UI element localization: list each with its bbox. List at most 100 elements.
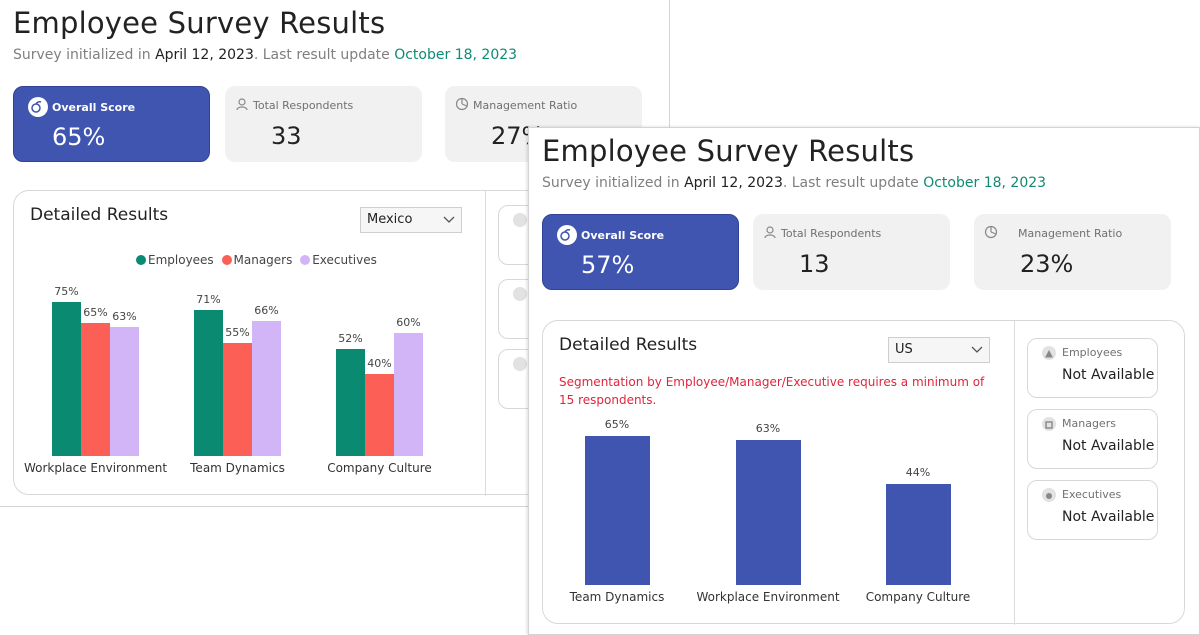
bar-value-label: 71% <box>196 293 221 307</box>
total-respondents-label: Total Respondents <box>781 227 882 240</box>
survey-init-date: April 12, 2023 <box>684 175 783 191</box>
management-ratio-value: 23% <box>1020 250 1074 278</box>
overall-score-card[interactable]: Overall Score 57% <box>542 214 739 290</box>
segment-value: Not Available <box>1062 509 1155 525</box>
segment-card-employees[interactable]: Employees Not Available <box>1027 338 1158 398</box>
grouped-bar-chart: 75% 65% 63% Workplace Environment 71% 55% 66% T… <box>14 191 484 491</box>
bar <box>584 435 650 585</box>
category-label: Company Culture <box>865 590 971 604</box>
person-icon <box>235 96 249 111</box>
dropdown-value: Mexico <box>367 212 413 227</box>
triangle-icon <box>1042 346 1056 360</box>
category-label: Company Culture <box>327 461 432 475</box>
page-title: Employee Survey Results <box>542 134 915 168</box>
country-dropdown[interactable]: Mexico <box>360 207 462 233</box>
last-update-date: October 18, 2023 <box>394 47 518 63</box>
segment-value: Not Available <box>1062 438 1155 454</box>
detailed-results-title: Detailed Results <box>559 335 698 355</box>
bar-value-label: 44% <box>905 465 931 479</box>
bar <box>885 483 951 585</box>
segment-card-managers[interactable]: Managers Not Available <box>1027 409 1158 469</box>
chevron-down-icon <box>443 216 455 223</box>
bar-executives <box>110 326 139 456</box>
overall-score-card[interactable]: Overall Score 65% <box>13 86 210 162</box>
legend-managers[interactable]: Managers <box>221 253 292 267</box>
management-ratio-label: Management Ratio <box>473 99 578 112</box>
bar-value-label: 40% <box>367 357 392 370</box>
survey-init-date: April 12, 2023 <box>155 47 254 63</box>
bar-value-label: 55% <box>225 326 250 340</box>
segment-card-executives[interactable]: Executives Not Available <box>1027 480 1158 540</box>
management-ratio-card[interactable]: Management Ratio 23% <box>974 214 1171 290</box>
legend-dot-managers <box>221 255 232 265</box>
segmentation-warning: Segmentation by Employee/Manager/Executi… <box>559 375 985 407</box>
survey-panel-us: Employee Survey Results Survey initializ… <box>528 127 1200 635</box>
bar-executives <box>394 333 423 456</box>
country-dropdown[interactable]: US <box>888 337 990 363</box>
overall-score-label: Overall Score <box>581 229 665 242</box>
overall-score-value: 57% <box>581 251 635 279</box>
total-respondents-label: Total Respondents <box>253 99 354 112</box>
section-divider <box>485 191 486 496</box>
bar-value-label: 52% <box>338 332 363 346</box>
subtitle-mid: . Last result update <box>782 175 924 191</box>
bar-employees <box>336 349 365 456</box>
segment-title: Executives <box>1062 488 1122 501</box>
bar-value-label: 66% <box>254 303 279 317</box>
section-divider <box>1014 321 1015 625</box>
legend-executives[interactable]: Executives <box>300 253 377 267</box>
category-label: Workplace Environment <box>23 461 168 475</box>
bar-employees <box>194 310 223 456</box>
pie-icon <box>455 96 469 111</box>
square-icon <box>513 287 527 301</box>
detailed-results-title: Detailed Results <box>30 205 169 225</box>
chart-legend: Employees Managers Executives <box>136 253 381 267</box>
legend-dot-executives <box>300 255 311 265</box>
square-icon <box>1042 417 1056 431</box>
segment-title: Employees <box>1062 346 1123 359</box>
bar-value-label: 65% <box>604 417 630 431</box>
total-respondents-value: 33 <box>271 122 302 150</box>
circle-icon <box>513 357 527 371</box>
subtitle-prefix: Survey initialized in <box>542 175 685 191</box>
category-label: Workplace Environment <box>696 590 840 604</box>
bar-value-label: 75% <box>54 285 79 299</box>
page-subtitle: Survey initialized in April 12, 2023. La… <box>542 175 1046 191</box>
total-respondents-value: 13 <box>799 250 830 278</box>
overall-score-label: Overall Score <box>52 101 136 114</box>
detailed-results-box: Detailed Results US Segmentation by Empl… <box>542 320 1185 625</box>
bar-chart: 65% Team Dynamics 63% Workplace Environment… <box>543 321 1013 621</box>
bar-value-label: 60% <box>396 316 421 329</box>
triangle-icon <box>513 213 527 227</box>
page-subtitle: Survey initialized in April 12, 2023. La… <box>13 47 517 63</box>
bar-value-label: 63% <box>112 309 137 323</box>
legend-dot-employees <box>136 255 146 265</box>
bar-value-label: 65% <box>83 305 108 319</box>
legend-label: Employees <box>148 253 214 267</box>
bar-managers <box>81 322 110 456</box>
dropdown-value: US <box>895 342 913 357</box>
subtitle-prefix: Survey initialized in <box>13 47 156 63</box>
last-update-date: October 18, 2023 <box>923 175 1047 191</box>
bar-value-label: 63% <box>755 422 781 436</box>
segment-value: Not Available <box>1062 367 1155 383</box>
legend-label: Executives <box>312 253 377 267</box>
management-ratio-label: Management Ratio <box>1018 227 1123 240</box>
category-label: Team Dynamics <box>569 590 665 604</box>
chevron-down-icon <box>971 346 983 353</box>
bar <box>735 440 801 585</box>
bar-managers <box>223 343 252 456</box>
subtitle-mid: . Last result update <box>253 47 395 63</box>
bar-employees <box>52 302 81 456</box>
segment-title: Managers <box>1062 417 1116 430</box>
pie-icon <box>984 224 998 239</box>
total-respondents-card[interactable]: Total Respondents 33 <box>225 86 422 162</box>
legend-employees[interactable]: Employees <box>136 253 214 267</box>
circle-icon <box>1042 488 1056 502</box>
bar-executives <box>252 320 281 456</box>
page-title: Employee Survey Results <box>13 6 386 40</box>
category-label: Team Dynamics <box>190 461 285 475</box>
score-icon <box>557 225 577 245</box>
person-icon <box>763 224 777 239</box>
total-respondents-card[interactable]: Total Respondents 13 <box>753 214 950 290</box>
